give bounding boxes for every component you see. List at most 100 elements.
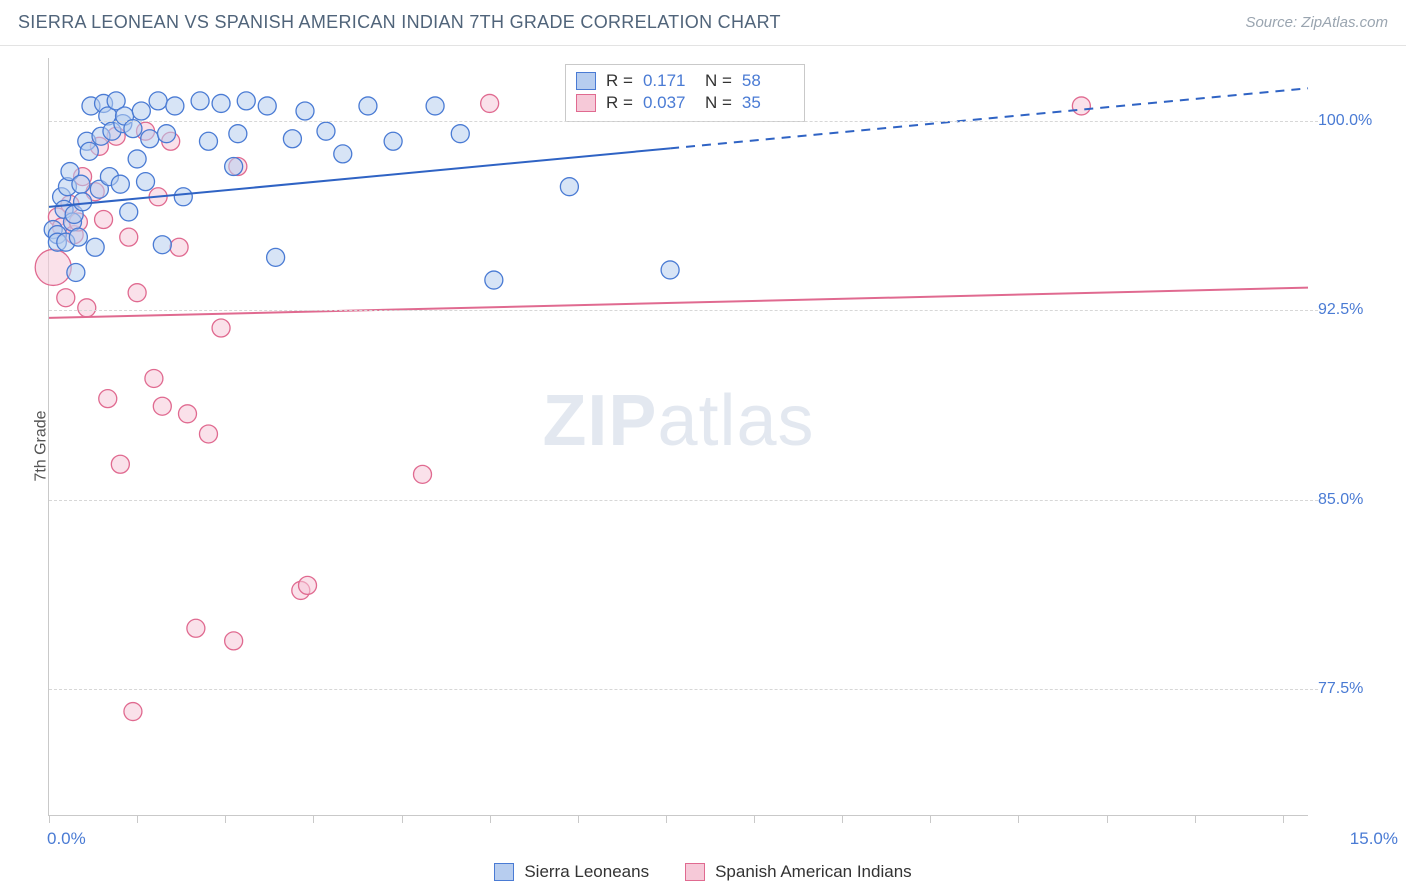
- data-point: [560, 178, 578, 196]
- gridline-h: [49, 500, 1318, 501]
- data-point: [283, 130, 301, 148]
- source-label: Source: ZipAtlas.com: [1245, 14, 1388, 31]
- header-bar: SIERRA LEONEAN VS SPANISH AMERICAN INDIA…: [0, 0, 1406, 46]
- data-point: [359, 97, 377, 115]
- data-point: [80, 142, 98, 160]
- x-tick: [137, 815, 138, 823]
- data-point: [661, 261, 679, 279]
- data-point: [72, 175, 90, 193]
- legend-n-label: N =: [705, 71, 732, 91]
- data-point: [212, 94, 230, 112]
- data-point: [141, 130, 159, 148]
- data-point: [137, 173, 155, 191]
- data-point: [69, 228, 87, 246]
- x-tick: [930, 815, 931, 823]
- data-point: [153, 236, 171, 254]
- data-point: [451, 125, 469, 143]
- trend-line: [49, 288, 1308, 318]
- y-tick-label: 92.5%: [1318, 301, 1380, 319]
- data-point: [111, 455, 129, 473]
- data-point: [191, 92, 209, 110]
- x-tick: [313, 815, 314, 823]
- x-tick: [1283, 815, 1284, 823]
- legend-n-value: 58: [742, 71, 794, 91]
- y-tick-label: 77.5%: [1318, 680, 1380, 698]
- data-point: [426, 97, 444, 115]
- legend-swatch: [494, 863, 514, 881]
- legend-r-value: 0.037: [643, 93, 695, 113]
- x-tick: [578, 815, 579, 823]
- chart-title: SIERRA LEONEAN VS SPANISH AMERICAN INDIA…: [18, 12, 781, 33]
- data-point: [124, 120, 142, 138]
- stats-legend-row: R =0.037N =35: [576, 93, 794, 113]
- x-tick: [1018, 815, 1019, 823]
- data-point: [258, 97, 276, 115]
- stats-legend-box: R = 0.171 N = 58R = 0.037 N = 35: [565, 64, 805, 122]
- x-tick: [842, 815, 843, 823]
- data-point: [384, 132, 402, 150]
- legend-series-label: Spanish American Indians: [715, 862, 912, 882]
- data-point: [229, 125, 247, 143]
- data-point: [299, 576, 317, 594]
- plot-area: ZIPatlas R =0.171N =58R =0.037N =35 0.0%…: [48, 58, 1308, 816]
- gridline-h: [49, 689, 1318, 690]
- data-point: [128, 150, 146, 168]
- data-point: [170, 238, 188, 256]
- bottom-legend-item: Sierra Leoneans: [494, 862, 649, 882]
- legend-swatch: [576, 94, 596, 112]
- data-point: [74, 193, 92, 211]
- x-tick-label-right: 15.0%: [1350, 829, 1398, 849]
- data-point: [57, 289, 75, 307]
- data-point: [174, 188, 192, 206]
- legend-n-label: N =: [705, 93, 732, 113]
- x-tick: [225, 815, 226, 823]
- data-point: [95, 210, 113, 228]
- data-point: [237, 92, 255, 110]
- legend-r-label: R =: [606, 71, 633, 91]
- legend-r-value: 0.171: [643, 71, 695, 91]
- data-point: [414, 465, 432, 483]
- data-point: [78, 299, 96, 317]
- data-point: [35, 249, 71, 285]
- stats-legend-row: R = 0.171 N = 58: [576, 71, 794, 91]
- data-point: [225, 158, 243, 176]
- data-point: [166, 97, 184, 115]
- y-tick-label: 85.0%: [1318, 491, 1380, 509]
- data-point: [149, 92, 167, 110]
- x-tick: [1107, 815, 1108, 823]
- data-point: [296, 102, 314, 120]
- data-point: [128, 284, 146, 302]
- x-tick: [490, 815, 491, 823]
- data-point: [158, 125, 176, 143]
- x-tick: [1195, 815, 1196, 823]
- x-tick: [666, 815, 667, 823]
- gridline-h: [49, 310, 1318, 311]
- data-point: [120, 203, 138, 221]
- plot-svg: [49, 58, 1308, 815]
- y-tick-label: 100.0%: [1318, 112, 1380, 130]
- data-point: [199, 132, 217, 150]
- data-point: [334, 145, 352, 163]
- x-tick-label-left: 0.0%: [47, 829, 86, 849]
- legend-swatch: [576, 72, 596, 90]
- data-point: [86, 238, 104, 256]
- data-point: [145, 369, 163, 387]
- data-point: [67, 263, 85, 281]
- data-point: [178, 405, 196, 423]
- data-point: [111, 175, 129, 193]
- data-point: [1072, 97, 1090, 115]
- data-point: [132, 102, 150, 120]
- data-point: [120, 228, 138, 246]
- bottom-legend: Sierra Leoneans Spanish American Indians: [0, 862, 1406, 882]
- legend-n-value: 35: [742, 93, 794, 113]
- data-point: [481, 94, 499, 112]
- data-point: [225, 632, 243, 650]
- data-point: [317, 122, 335, 140]
- bottom-legend-item: Spanish American Indians: [685, 862, 912, 882]
- x-tick: [754, 815, 755, 823]
- legend-swatch: [685, 863, 705, 881]
- x-tick: [402, 815, 403, 823]
- data-point: [153, 397, 171, 415]
- x-tick: [49, 815, 50, 823]
- legend-series-label: Sierra Leoneans: [524, 862, 649, 882]
